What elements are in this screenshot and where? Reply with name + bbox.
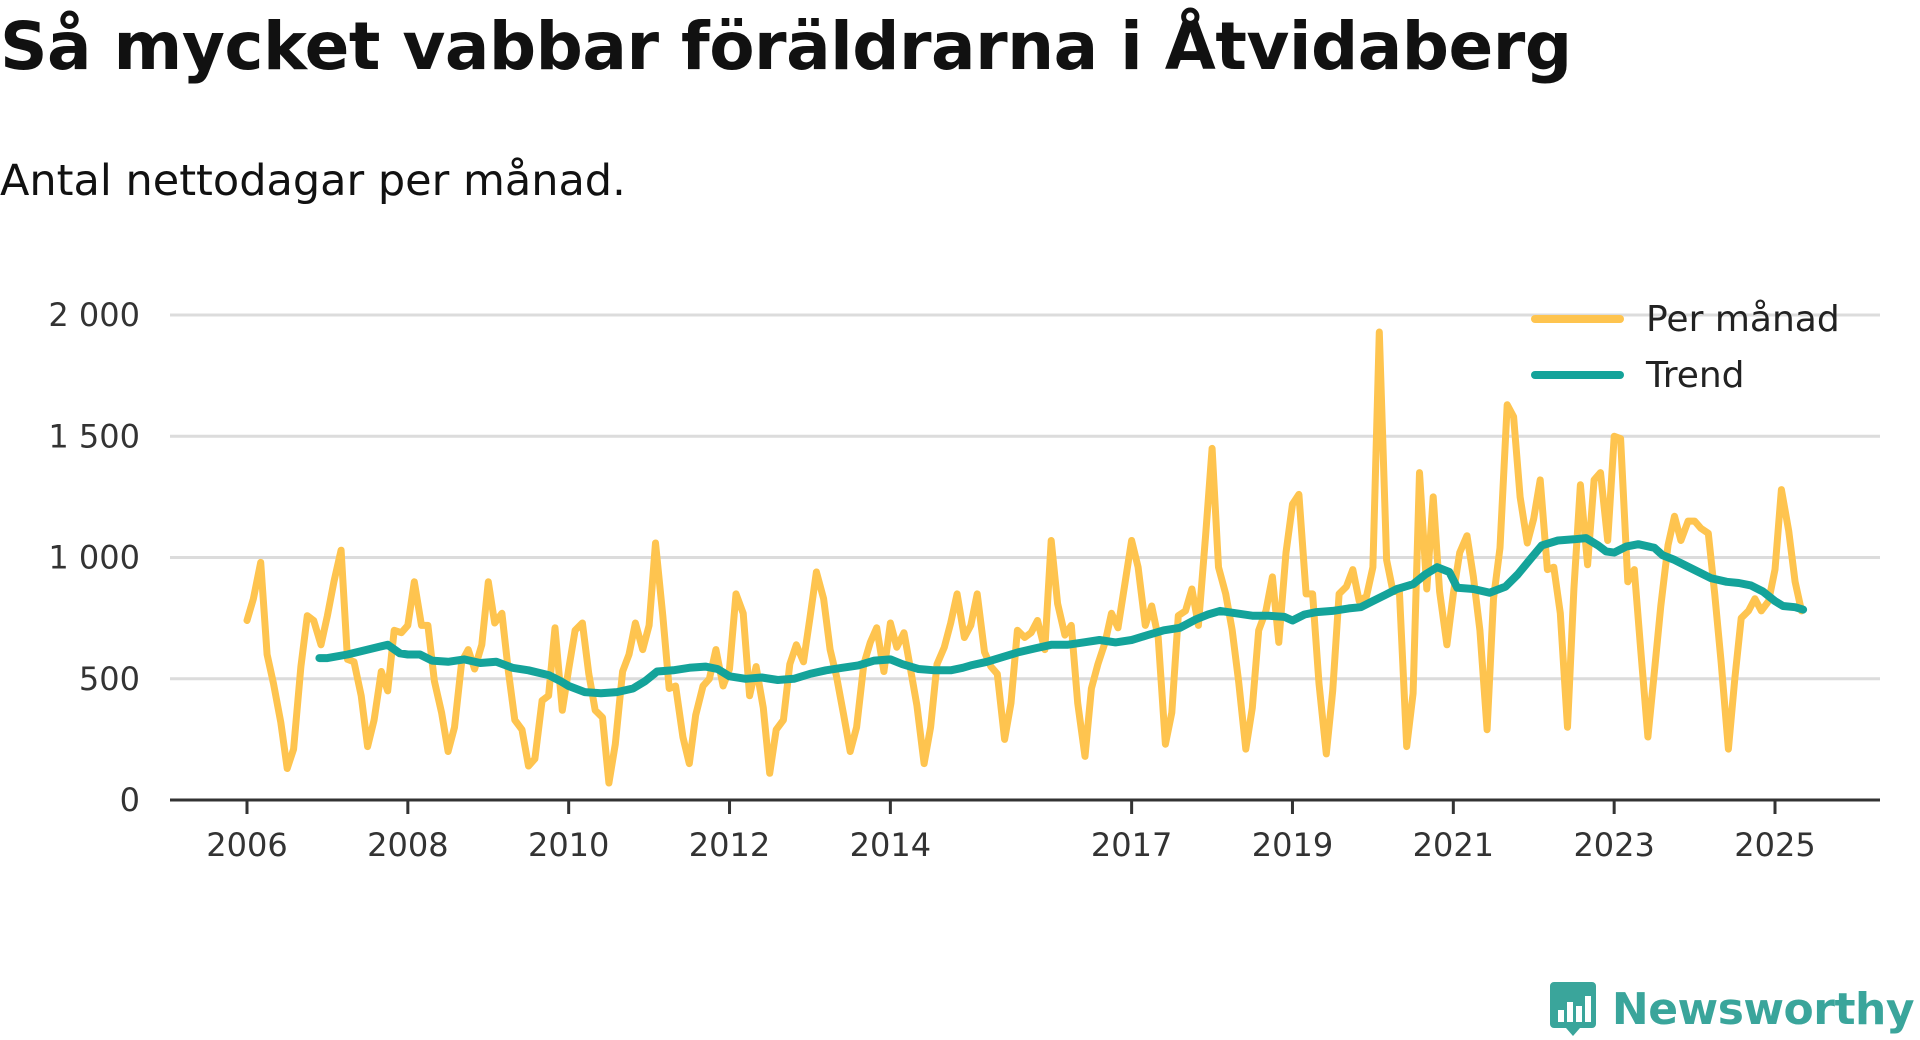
x-tick-label: 2008: [367, 826, 448, 864]
y-tick-label: 500: [79, 660, 140, 698]
newsworthy-logo-icon: [1549, 982, 1596, 1036]
x-axis: 2006 2008 2010 2012 2014 2017 2019 2021 2023 2025: [170, 798, 1880, 864]
x-tick-label: 2021: [1413, 826, 1494, 864]
y-tick-label: 0: [120, 781, 140, 819]
y-axis: 0 500 1 000 1 500 2 000: [48, 296, 140, 819]
legend-label-trend: Trend: [1645, 355, 1745, 396]
y-tick-label: 1 500: [48, 417, 140, 455]
newsworthy-logo: Newsworthy: [1548, 980, 1915, 1038]
chart-title: Så mycket vabbar föräldrarna i Åtvidaber…: [0, 8, 1572, 85]
x-tick-label: 2010: [528, 826, 609, 864]
x-tick-label: 2012: [689, 826, 770, 864]
x-tick-label: 2017: [1091, 826, 1172, 864]
series-layer: [243, 328, 1808, 787]
x-tick-label: 2019: [1252, 826, 1333, 864]
y-tick-label: 1 000: [48, 539, 140, 577]
y-tick-label: 2 000: [48, 296, 140, 334]
legend: Per månad Trend: [1531, 299, 1840, 396]
x-tick-label: 2014: [850, 826, 931, 864]
legend-label-per-manad: Per månad: [1646, 299, 1840, 340]
x-tick-label: 2006: [206, 826, 287, 864]
chart-subtitle: Antal nettodagar per månad.: [0, 156, 626, 206]
series-line-trend: [315, 534, 1808, 698]
x-tick-label: 2023: [1573, 826, 1654, 864]
series-line-per-manad: [243, 328, 1805, 787]
x-tick-label: 2025: [1734, 826, 1815, 864]
newsworthy-logo-text: Newsworthy: [1611, 983, 1915, 1035]
